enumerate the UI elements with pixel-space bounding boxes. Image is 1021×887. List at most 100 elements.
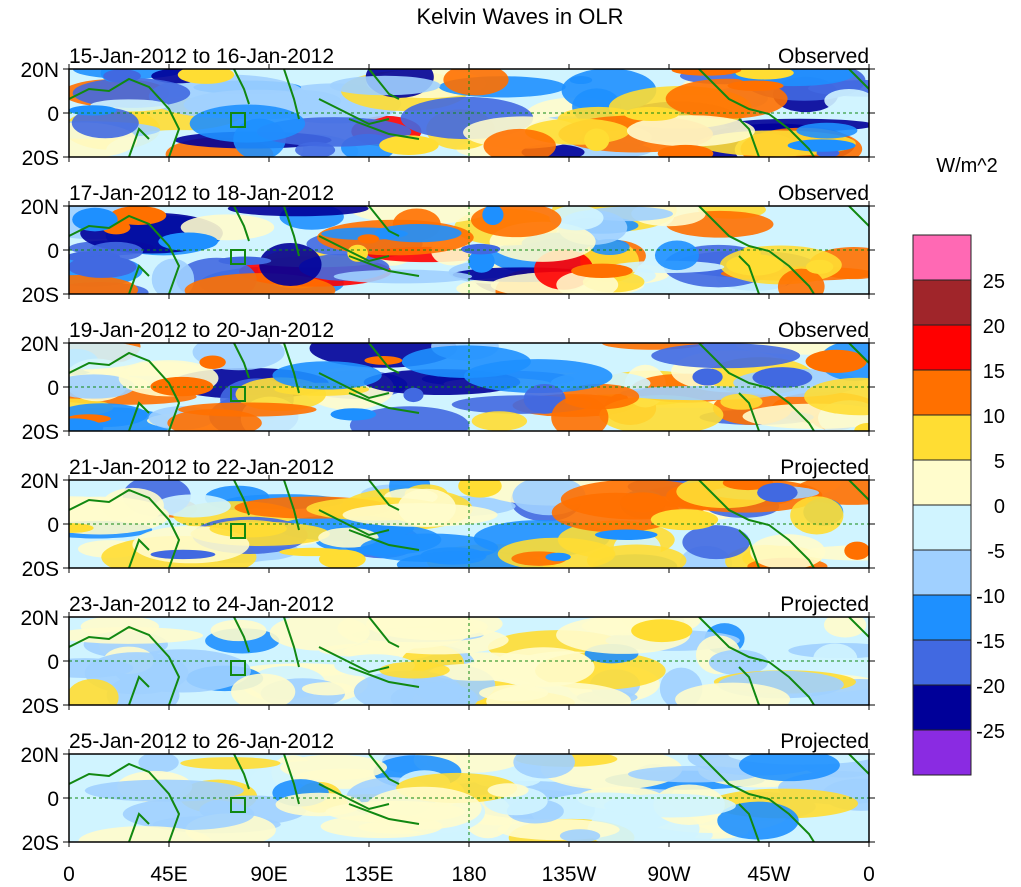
- y-tick-label: 20N: [20, 333, 59, 356]
- olr-anomaly-contour: [69, 275, 139, 294]
- olr-anomaly-contour: [726, 254, 784, 276]
- y-tick-label: 20S: [22, 558, 59, 581]
- olr-anomaly-contour: [360, 533, 499, 562]
- olr-anomaly-contour: [549, 206, 604, 231]
- olr-anomaly-contour: [805, 349, 867, 374]
- olr-anomaly-contour: [583, 206, 673, 222]
- olr-anomaly-contour: [727, 80, 784, 91]
- olr-anomaly-contour: [569, 76, 593, 85]
- y-tick-label: 20N: [20, 607, 59, 630]
- olr-anomaly-contour: [167, 409, 262, 431]
- olr-anomaly-contour: [571, 263, 633, 279]
- colorbar-swatch: [912, 684, 972, 731]
- olr-anomaly-contour: [790, 496, 844, 535]
- y-tick-label: 20S: [22, 695, 59, 718]
- olr-anomaly-contour: [84, 779, 244, 802]
- panel-period: 15-Jan-2012 to 16-Jan-2012: [69, 45, 334, 68]
- olr-anomaly-contour: [584, 128, 610, 152]
- olr-anomaly-contour: [138, 754, 179, 773]
- olr-anomaly-contour: [586, 544, 687, 568]
- olr-anomaly-contour: [279, 547, 345, 557]
- olr-anomaly-contour: [69, 523, 94, 533]
- olr-anomaly-contour: [824, 89, 869, 112]
- olr-anomaly-contour: [69, 105, 117, 116]
- olr-anomaly-contour: [180, 214, 275, 241]
- x-tick-label: 180: [451, 863, 486, 886]
- olr-anomaly-contour: [199, 355, 226, 370]
- map-panel: 17-Jan-2012 to 18-Jan-2012 Observed 20N 0 20…: [20, 182, 875, 307]
- map-panel: 19-Jan-2012 to 20-Jan-2012 Observed 20N 0 20…: [20, 319, 875, 444]
- panel-label: Observed: [778, 45, 869, 68]
- olr-anomaly-contour: [545, 552, 571, 562]
- olr-anomaly-contour: [482, 206, 504, 226]
- olr-anomaly-contour: [379, 135, 439, 156]
- x-tick-label: 0: [63, 863, 75, 886]
- olr-anomaly-contour: [513, 754, 575, 779]
- olr-anomaly-contour: [654, 240, 699, 271]
- olr-anomaly-contour: [337, 617, 475, 649]
- olr-anomaly-contour: [813, 643, 858, 675]
- y-tick-label: 0: [47, 651, 59, 674]
- colorbar-label: 25: [983, 271, 1005, 293]
- olr-anomaly-contour: [483, 128, 556, 157]
- colorbar-label: -15: [976, 631, 1005, 653]
- olr-anomaly-contour: [209, 519, 287, 538]
- olr-anomaly-contour: [594, 529, 658, 540]
- olr-anomaly-contour: [623, 106, 680, 122]
- olr-anomaly-contour: [357, 234, 380, 244]
- olr-anomaly-contour: [69, 627, 204, 644]
- olr-anomaly-contour: [158, 232, 218, 251]
- panel-label: Observed: [778, 182, 869, 205]
- olr-anomaly-contour: [180, 757, 281, 770]
- colorbar-swatch: [912, 504, 972, 551]
- olr-anomaly-contour: [155, 494, 231, 518]
- colorbar-label: 10: [983, 406, 1005, 428]
- olr-anomaly-contour: [69, 255, 137, 278]
- colorbar-swatch: [912, 594, 972, 641]
- colorbar-label: 0: [994, 496, 1005, 518]
- panel-period: 25-Jan-2012 to 26-Jan-2012: [69, 730, 334, 753]
- y-tick-label: 20S: [22, 832, 59, 855]
- y-tick-label: 0: [47, 103, 59, 126]
- olr-anomaly-contour: [69, 679, 119, 705]
- y-tick-label: 0: [47, 788, 59, 811]
- olr-anomaly-contour: [150, 376, 214, 397]
- olr-anomaly-contour: [750, 534, 826, 568]
- olr-anomaly-contour: [492, 647, 595, 687]
- olr-anomaly-contour: [210, 619, 267, 642]
- olr-anomaly-contour: [374, 224, 462, 243]
- olr-anomaly-contour: [471, 411, 528, 431]
- olr-anomaly-contour: [631, 619, 693, 643]
- olr-anomaly-contour: [823, 617, 867, 638]
- y-tick-label: 20N: [20, 59, 59, 82]
- coastline: [69, 617, 869, 705]
- olr-anomaly-contour: [708, 649, 768, 676]
- colorbar-label: 5: [994, 451, 1005, 473]
- olr-anomaly-contour: [651, 343, 801, 369]
- y-tick-label: 20S: [22, 147, 59, 170]
- olr-anomaly-contour: [717, 801, 799, 840]
- panel-label: Observed: [778, 319, 869, 342]
- x-tick-label: 45W: [747, 863, 790, 886]
- olr-anomaly-contour: [72, 207, 118, 232]
- olr-anomaly-contour: [675, 682, 791, 705]
- olr-anomaly-contour: [692, 368, 723, 386]
- panel-period: 19-Jan-2012 to 20-Jan-2012: [69, 319, 334, 342]
- colorbar-swatch: [912, 459, 972, 506]
- olr-anomaly-contour: [227, 206, 369, 217]
- y-tick-label: 0: [47, 514, 59, 537]
- chart-title: Kelvin Waves in OLR: [416, 4, 623, 29]
- olr-anomaly-contour: [379, 661, 450, 679]
- olr-anomaly-contour: [397, 488, 456, 527]
- olr-anomaly-contour: [559, 829, 601, 842]
- colorbar-swatch: [912, 234, 972, 281]
- map-panel: 23-Jan-2012 to 24-Jan-2012 Projected 20N 0 2…: [20, 593, 875, 718]
- colorbar-swatch: [912, 369, 972, 416]
- olr-anomaly-contour: [777, 268, 825, 294]
- x-tick-label: 45E: [150, 863, 187, 886]
- olr-anomaly-contour: [330, 408, 377, 421]
- x-tick-label: 90E: [250, 863, 287, 886]
- olr-anomaly-contour: [272, 361, 382, 390]
- coastline: [69, 206, 869, 294]
